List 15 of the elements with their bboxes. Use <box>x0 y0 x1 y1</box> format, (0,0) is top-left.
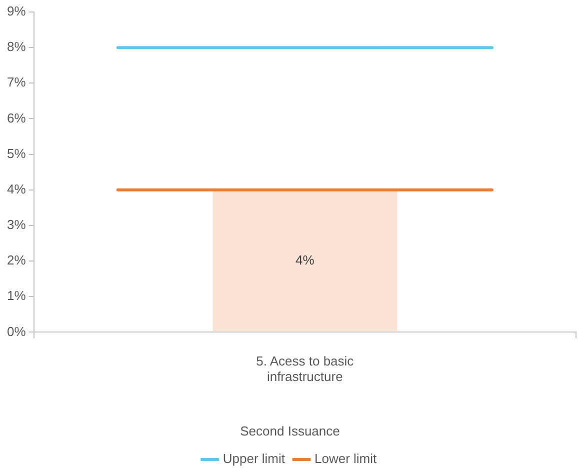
y-tick-label: 2% <box>6 252 26 268</box>
y-tick-label: 3% <box>6 217 26 232</box>
y-tick-label: 1% <box>6 288 26 304</box>
y-tick-label: 4% <box>6 181 26 196</box>
y-tick-label: 7% <box>6 74 26 90</box>
y-tick-label: 8% <box>6 39 26 54</box>
legend-label: Upper limit <box>222 451 286 466</box>
y-tick-label: 6% <box>6 110 26 126</box>
data-label: 4% <box>295 252 315 268</box>
y-tick-label: 0% <box>6 324 26 339</box>
legend-label: Lower limit <box>314 451 378 466</box>
y-tick-label: 5% <box>6 146 26 161</box>
legend-title: Second Issuance <box>240 423 340 438</box>
x-tick-label: 5. Acess to basic infrastructure <box>256 354 354 384</box>
y-tick-label: 9% <box>6 4 26 19</box>
